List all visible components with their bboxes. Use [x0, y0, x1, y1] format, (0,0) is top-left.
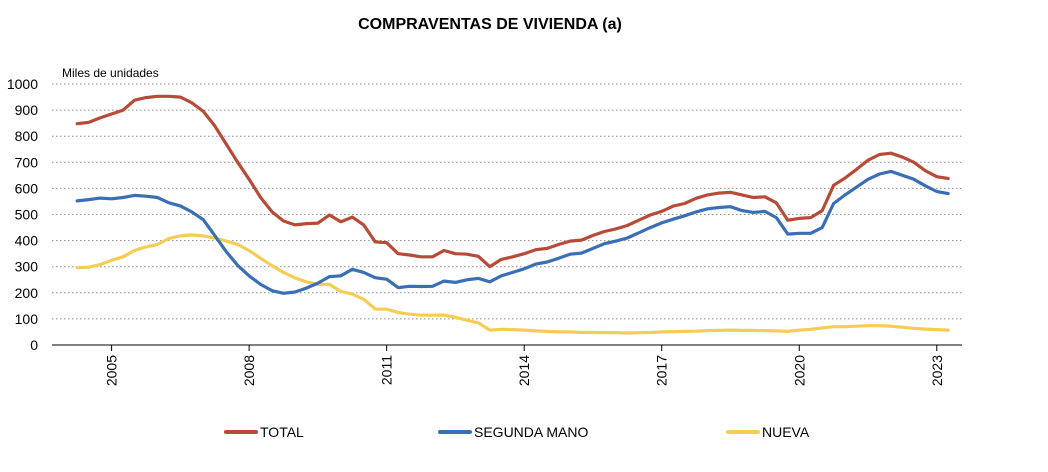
y-tick-label: 800 [15, 128, 39, 144]
y-tick-label: 700 [15, 154, 39, 170]
series-line-total [75, 94, 950, 269]
y-tick-label: 0 [30, 337, 38, 353]
series-lines [75, 94, 950, 335]
legend-swatch-total [224, 430, 258, 434]
legend-item-total: TOTAL [224, 424, 304, 440]
x-tick-label: 2008 [241, 355, 257, 386]
y-axis-unit-label: Miles de unidades [62, 66, 159, 80]
y-tick-label: 300 [15, 259, 39, 275]
chart-title: COMPRAVENTAS DE VIVIENDA (a) [358, 16, 622, 33]
legend: TOTAL SEGUNDA MANO NUEVA [0, 424, 1048, 444]
legend-label-nueva: NUEVA [762, 424, 810, 440]
legend-label-total: TOTAL [260, 424, 304, 440]
y-tick-label: 100 [15, 311, 39, 327]
legend-item-nueva: NUEVA [726, 424, 809, 440]
series-line-segunda-mano [75, 169, 950, 295]
x-tick-label: 2011 [379, 355, 395, 385]
x-tick-label: 2023 [929, 355, 945, 386]
x-axis: 2005 2008 2011 2014 2017 2020 2023 [52, 344, 962, 386]
y-tick-label: 500 [15, 207, 39, 223]
line-chart: 0 100 200 300 400 500 600 700 800 900 1000 Miles d… [7, 66, 962, 386]
y-tick-label: 400 [15, 233, 39, 249]
legend-item-segunda-mano: SEGUNDA MANO [438, 424, 588, 440]
series-line-nueva [75, 233, 950, 335]
y-tick-label: 200 [15, 285, 39, 301]
y-tick-label: 1000 [7, 76, 38, 92]
y-tick-label: 600 [15, 180, 39, 196]
x-tick-label: 2005 [104, 355, 120, 386]
y-axis-ticks: 0 100 200 300 400 500 600 700 800 900 1000 [7, 76, 38, 353]
x-tick-label: 2014 [516, 355, 532, 386]
y-tick-label: 900 [15, 102, 39, 118]
legend-swatch-segunda-mano [438, 430, 472, 434]
legend-swatch-nueva [726, 430, 760, 434]
x-tick-label: 2020 [791, 355, 807, 386]
x-tick-label: 2017 [654, 355, 670, 386]
legend-label-segunda-mano: SEGUNDA MANO [474, 424, 589, 440]
